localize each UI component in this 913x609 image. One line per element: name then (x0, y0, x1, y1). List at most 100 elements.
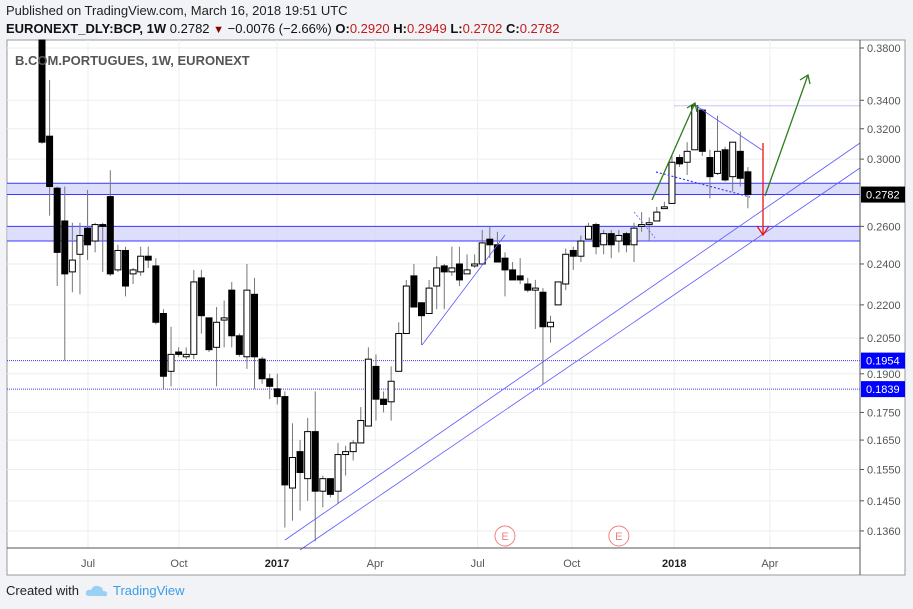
arrow-head-icon (799, 73, 811, 85)
time-tick-label: Oct (563, 558, 580, 570)
candle (251, 277, 259, 389)
candle (471, 254, 479, 268)
candles (38, 39, 752, 542)
candle (554, 281, 562, 306)
candle-body (425, 287, 433, 314)
candle (205, 317, 213, 353)
candle (91, 222, 99, 253)
price-tick-label: 0.3800 (867, 43, 901, 55)
candle-body (334, 454, 342, 492)
price-chart[interactable]: 0.3800 0.3400 0.3200 0.3000 0.2600 0.2400 0.22… (0, 0, 913, 580)
candle-body (577, 240, 585, 257)
candle (349, 440, 357, 461)
tradingview-logo[interactable]: TradingView (85, 583, 185, 598)
candle-body (129, 269, 137, 275)
price-tick-label: 0.1750 (867, 407, 901, 419)
candle-body (326, 478, 334, 495)
candle-body (266, 378, 274, 387)
low-value: 0.2702 (462, 21, 503, 36)
candle-body (46, 135, 54, 188)
candle-body (296, 451, 304, 474)
price-tick-label: 0.2200 (867, 300, 901, 312)
price-tick-label: 0.2600 (867, 221, 901, 233)
candle (402, 279, 410, 335)
candle (152, 258, 160, 325)
candle (197, 269, 205, 334)
candle-body (501, 257, 509, 271)
candle-body (319, 478, 327, 492)
candle (592, 222, 600, 255)
candle-body (683, 150, 691, 163)
close-value: 0.2782 (519, 21, 560, 36)
candle-body (744, 171, 752, 196)
candle (714, 115, 722, 176)
candle-body (288, 456, 296, 489)
candle-body (106, 196, 114, 275)
candle (440, 263, 448, 310)
time-axis[interactable]: Jul Oct 2017 Apr Jul Oct 2018 Apr E E (7, 525, 860, 570)
candle-body (144, 255, 152, 261)
candle (524, 277, 532, 293)
candle (433, 256, 441, 310)
candle-body (714, 150, 722, 174)
candle-body (539, 291, 547, 328)
candle (266, 373, 274, 400)
candle-body (53, 187, 61, 253)
small-pattern-line[interactable] (633, 211, 656, 239)
candle-body (645, 222, 653, 226)
candle (76, 222, 84, 295)
trendline-upper[interactable] (284, 142, 861, 541)
candle (144, 246, 152, 268)
candle-body (182, 353, 190, 358)
candle-body (137, 255, 145, 273)
candle-body (357, 420, 365, 444)
trendline-short[interactable] (421, 234, 506, 346)
candle-body (562, 253, 570, 285)
candle (121, 246, 129, 297)
candle (342, 445, 350, 476)
candle (607, 229, 615, 259)
candle (744, 167, 752, 209)
candle-body (455, 263, 463, 281)
price-label-badge (861, 186, 905, 203)
candle (258, 356, 266, 384)
candle-body (607, 233, 615, 246)
candle-body (273, 388, 281, 398)
candle-body (592, 224, 600, 248)
candle (182, 347, 190, 360)
candle-body (68, 259, 76, 273)
candle (691, 103, 699, 151)
wedge-line-upper[interactable] (694, 104, 763, 151)
candle-body (205, 317, 213, 351)
candle-body (706, 157, 714, 178)
time-tick-label: Apr (367, 558, 384, 570)
candle (706, 149, 714, 199)
green-arrow-1[interactable] (651, 102, 696, 201)
price-label-text: 0.1839 (866, 384, 900, 396)
candle-body (676, 157, 684, 165)
candle (304, 417, 312, 501)
candle-body (311, 431, 319, 492)
symbol-name: EURONEXT_DLY:BCP, 1W (6, 21, 167, 36)
candle (311, 391, 319, 542)
candle (288, 423, 296, 521)
candle (448, 246, 456, 276)
price-axis[interactable]: 0.3800 0.3400 0.3200 0.3000 0.2600 0.2400 0.22… (859, 40, 905, 575)
candle-body (653, 211, 661, 222)
candle (296, 440, 304, 511)
trendline-lower[interactable] (299, 167, 861, 551)
green-arrow-2[interactable] (764, 74, 809, 197)
candle-body (213, 321, 221, 348)
arrow-head-icon (756, 225, 770, 237)
candle (281, 391, 289, 528)
high-label: H: (393, 21, 407, 36)
candle-body (114, 249, 122, 271)
candle (213, 307, 221, 387)
candle (486, 226, 494, 259)
support-band (7, 226, 860, 242)
time-tick-label: Jul (81, 558, 95, 570)
dotted-line-lower[interactable] (655, 171, 751, 198)
candle-body (736, 150, 744, 179)
candle (106, 170, 114, 276)
candle (562, 248, 570, 291)
